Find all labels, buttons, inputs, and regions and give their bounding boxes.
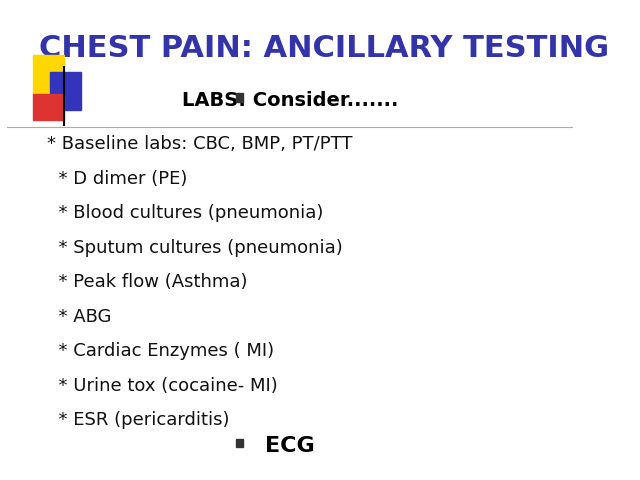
Text: * Peak flow (Asthma): * Peak flow (Asthma)	[47, 273, 248, 291]
Bar	[33, 55, 64, 94]
Text: LABS: Consider.......: LABS: Consider.......	[182, 91, 399, 110]
Bar	[33, 94, 64, 120]
Text: * Sputum cultures (pneumonia): * Sputum cultures (pneumonia)	[47, 239, 342, 257]
Text: * Urine tox (cocaine- MI): * Urine tox (cocaine- MI)	[47, 377, 278, 395]
Bar	[237, 439, 243, 447]
Bar	[50, 72, 81, 110]
Bar	[237, 93, 243, 102]
Text: * D dimer (PE): * D dimer (PE)	[47, 169, 188, 188]
Text: * ABG: * ABG	[47, 308, 111, 326]
Text: ECG: ECG	[266, 436, 315, 456]
Text: * Cardiac Enzymes ( MI): * Cardiac Enzymes ( MI)	[47, 342, 274, 360]
Text: * Baseline labs: CBC, BMP, PT/PTT: * Baseline labs: CBC, BMP, PT/PTT	[47, 135, 353, 153]
Text: * Blood cultures (pneumonia): * Blood cultures (pneumonia)	[47, 204, 323, 222]
Text: CHEST PAIN: ANCILLARY TESTING: CHEST PAIN: ANCILLARY TESTING	[39, 34, 609, 62]
Text: * ESR (pericarditis): * ESR (pericarditis)	[47, 411, 229, 430]
